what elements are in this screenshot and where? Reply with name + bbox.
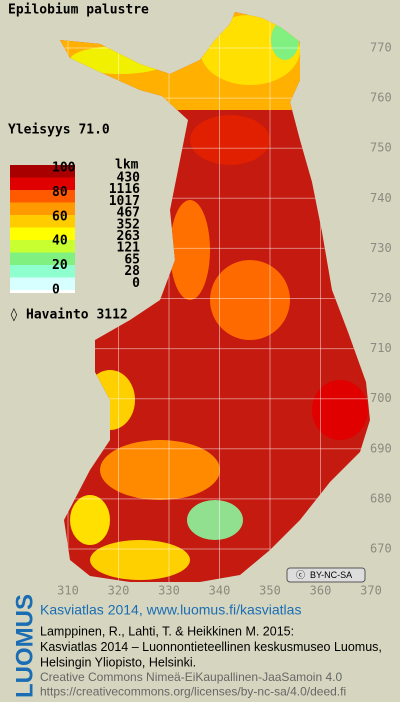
diamond: ◊ xyxy=(10,308,18,323)
legend-scale-label: 0 xyxy=(52,283,60,298)
easting-label: 330 xyxy=(158,584,180,598)
legend-scale-label: 80 xyxy=(52,185,68,200)
northing-label: 740 xyxy=(370,191,392,205)
legend-count: 430 xyxy=(117,171,141,186)
legend-count: 1116 xyxy=(109,182,140,197)
northing-label: 730 xyxy=(370,241,392,255)
legend-swatch xyxy=(10,277,75,290)
logo: LUOMUS xyxy=(11,594,38,698)
legend-swatch xyxy=(10,227,75,240)
easting-label: 310 xyxy=(57,584,79,598)
legend-scale-label: 60 xyxy=(52,209,68,224)
northing-label: 750 xyxy=(370,141,392,155)
northing-label: 700 xyxy=(370,391,392,405)
frequency: Yleisyys 71.0 xyxy=(8,123,110,138)
legend-swatch xyxy=(10,240,75,253)
legend-count: 0 xyxy=(132,276,140,291)
license-badge xyxy=(286,567,366,583)
license-line: https://creativecommons.org/licenses/by-… xyxy=(40,685,346,699)
legend-count: 352 xyxy=(117,217,140,232)
legend-count: 28 xyxy=(124,264,140,279)
northing-label: 690 xyxy=(370,441,392,455)
easting-label: 340 xyxy=(209,584,231,598)
citation-line: Helsingin Yliopisto, Helsinki. xyxy=(40,655,196,669)
legend-swatch xyxy=(10,252,75,265)
legend-count: 1017 xyxy=(109,194,140,209)
badge-text: BY-NC-SA xyxy=(310,570,352,580)
legend-count: 263 xyxy=(117,229,140,244)
northing-label: 770 xyxy=(370,41,392,55)
legend-swatch xyxy=(10,165,75,178)
northing-label: 680 xyxy=(370,491,392,505)
legend-count: 467 xyxy=(117,206,140,221)
distribution-map xyxy=(60,12,370,582)
legend-swatch xyxy=(10,177,75,190)
legend-count: 65 xyxy=(124,252,140,267)
citation-line: Kasviatlas 2014 – Luonnontieteellinen ke… xyxy=(40,640,382,654)
legend-swatch xyxy=(10,215,75,228)
count-header: lkm xyxy=(115,158,139,173)
cc-icon: ⓒ xyxy=(296,570,305,581)
legend-swatch xyxy=(10,265,75,278)
legend-swatch xyxy=(10,190,75,203)
legend-scale-label: 100 xyxy=(52,161,76,176)
easting-label: 370 xyxy=(360,584,382,598)
legend-swatch xyxy=(10,290,75,293)
footer-heading: Kasviatlas 2014, www.luomus.fi/kasviatla… xyxy=(40,602,301,618)
species-title: Epilobium palustre xyxy=(8,3,149,18)
easting-label: 320 xyxy=(108,584,130,598)
legend-swatch xyxy=(10,202,75,215)
northing-label: 670 xyxy=(370,542,392,556)
license-line: Creative Commons Nimeä-EiKaupallinen-Jaa… xyxy=(40,670,342,684)
northing-label: 720 xyxy=(370,291,392,305)
easting-label: 350 xyxy=(259,584,281,598)
legend-scale-label: 40 xyxy=(52,234,68,249)
easting-label: 360 xyxy=(310,584,332,598)
legend-scale-label: 20 xyxy=(52,258,68,273)
observations: Havainto 3112 xyxy=(26,308,128,323)
northing-label: 710 xyxy=(370,341,392,355)
citation-line: Lamppinen, R., Lahti, T. & Heikkinen M. … xyxy=(40,624,294,638)
northing-label: 760 xyxy=(370,91,392,105)
legend-count: 121 xyxy=(117,241,141,256)
